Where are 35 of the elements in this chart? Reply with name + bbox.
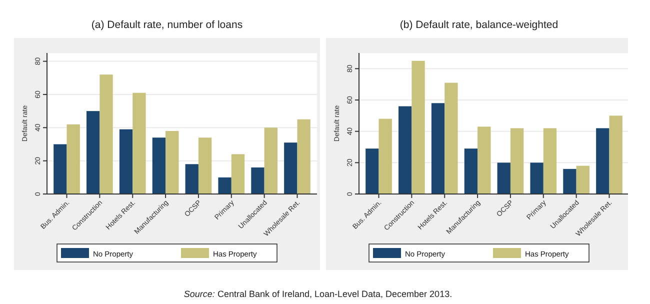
- bar: [132, 92, 146, 194]
- bar: [251, 167, 264, 194]
- bar: [86, 111, 100, 194]
- bar: [264, 128, 278, 194]
- bar: [119, 129, 133, 194]
- bar: [54, 144, 67, 194]
- bar: [609, 116, 622, 194]
- source-note: Source: Central Bank of Ireland, Loan-Level Data, December 2013.: [184, 289, 452, 299]
- bar: [478, 126, 491, 194]
- bar: [444, 82, 458, 194]
- bar: [284, 142, 298, 194]
- bar: [66, 124, 80, 194]
- bar: [366, 148, 379, 194]
- bar: [563, 168, 576, 194]
- bar: [231, 154, 245, 194]
- chart-title: (b) Default rate, balance-weighted: [400, 19, 558, 31]
- bar: [152, 138, 166, 194]
- bar: [100, 74, 113, 194]
- bar: [378, 118, 392, 194]
- bar: [412, 60, 425, 194]
- bar: [510, 128, 524, 194]
- bar: [431, 103, 445, 194]
- bar: [297, 119, 310, 194]
- bar: [596, 128, 610, 194]
- bar: [497, 162, 510, 194]
- bar: [166, 130, 179, 194]
- bar: [218, 177, 232, 194]
- bar: [464, 148, 478, 194]
- bar: [576, 166, 590, 194]
- bar: [543, 128, 557, 194]
- bar: [398, 106, 412, 194]
- chart-title: (a) Default rate, number of loans: [91, 19, 243, 31]
- bar: [185, 164, 198, 194]
- bar: [530, 162, 544, 194]
- bar: [198, 138, 212, 194]
